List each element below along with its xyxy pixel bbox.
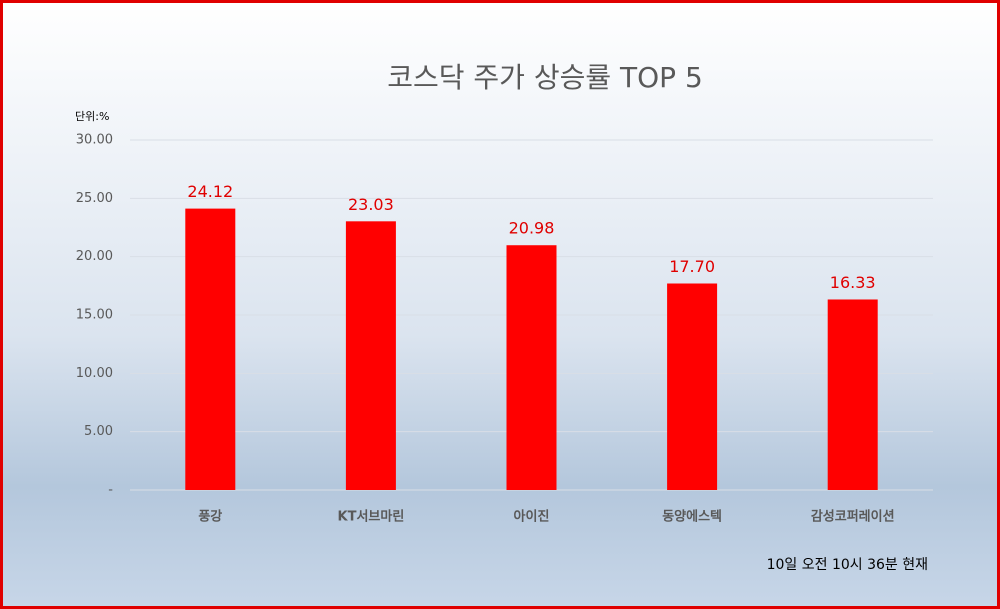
x-tick-label: 아이진 [514, 509, 550, 525]
footnote: 10일 오전 10시 36분 현재 [767, 557, 928, 573]
data-label: 24.12 [187, 182, 233, 201]
bar [345, 221, 396, 491]
bar [827, 299, 878, 490]
chart-title: 코스닥 주가 상승률 TOP 5 [387, 61, 703, 94]
x-tick-label: 풍강 [198, 509, 222, 525]
bar [185, 208, 236, 490]
y-tick-label: 30.00 [76, 133, 113, 148]
data-label: 23.03 [348, 195, 394, 214]
data-label: 20.98 [509, 219, 555, 238]
y-tick-label: 20.00 [76, 249, 113, 264]
data-label: 17.70 [669, 257, 715, 276]
y-tick-label: 15.00 [76, 308, 113, 323]
data-label: 16.33 [830, 273, 876, 292]
y-tick-label: 10.00 [76, 366, 113, 381]
bar [506, 245, 557, 490]
y-tick-label: 5.00 [84, 424, 113, 439]
x-tick-label: 감성코퍼레이션 [811, 509, 895, 525]
x-tick-label: 동양에스텍 [662, 509, 722, 525]
unit-label: 단위:% [75, 110, 109, 123]
y-tick-label: 25.00 [76, 191, 113, 206]
y-tick-label: - [108, 483, 113, 498]
x-tick-label: KT서브마린 [338, 509, 405, 525]
bar [667, 283, 718, 490]
